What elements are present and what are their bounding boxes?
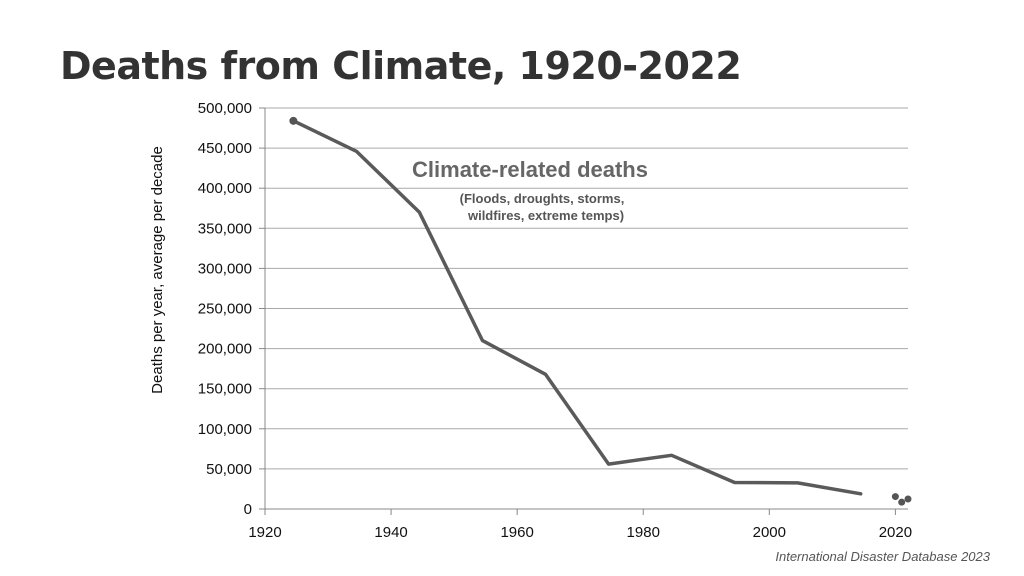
- grid-lines: [265, 107, 908, 470]
- recent-points: [891, 493, 912, 506]
- y-tick-label: 500,000: [198, 100, 252, 117]
- y-tick-labels: 0 50,000 100,000 150,000 200,000 250,000 300,0…: [198, 100, 252, 518]
- x-tick-labels: 1920 1940 1960 1980 2000 2020: [248, 524, 912, 541]
- x-tick-label: 1940: [374, 524, 407, 541]
- axes: [259, 107, 908, 515]
- annotation-title: Climate-related deaths: [412, 157, 648, 182]
- y-tick-label: 300,000: [198, 260, 252, 277]
- y-tick-label: 250,000: [198, 301, 252, 318]
- recent-year-point: [904, 495, 912, 503]
- x-tick-label: 1980: [627, 524, 660, 541]
- series-start-point: [289, 116, 298, 125]
- recent-year-point: [898, 498, 906, 506]
- y-tick-label: 200,000: [198, 341, 252, 358]
- series-layer: [289, 116, 863, 496]
- series-line: [291, 119, 863, 496]
- y-axis-title: Deaths per year, average per decade: [149, 146, 166, 394]
- y-tick-label: 50,000: [206, 461, 252, 478]
- y-tick-label: 0: [244, 501, 252, 518]
- y-tick-label: 350,000: [198, 220, 252, 237]
- y-tick-label: 150,000: [198, 381, 252, 398]
- x-tick-label: 1960: [500, 524, 533, 541]
- source-note: International Disaster Database 2023: [775, 549, 990, 564]
- annotation-subtitle-line-2: wildfires, extreme temps): [467, 208, 624, 223]
- x-tick-label: 2020: [879, 524, 912, 541]
- slide-title: Deaths from Climate, 1920-2022: [60, 44, 742, 88]
- y-tick-label: 450,000: [198, 140, 252, 157]
- y-tick-label: 100,000: [198, 421, 252, 438]
- annotation-subtitle-line-1: (Floods, droughts, storms,: [460, 191, 625, 206]
- x-tick-label: 1920: [248, 524, 281, 541]
- y-tick-label: 400,000: [198, 180, 252, 197]
- recent-year-point: [891, 493, 899, 501]
- x-tick-label: 2000: [753, 524, 786, 541]
